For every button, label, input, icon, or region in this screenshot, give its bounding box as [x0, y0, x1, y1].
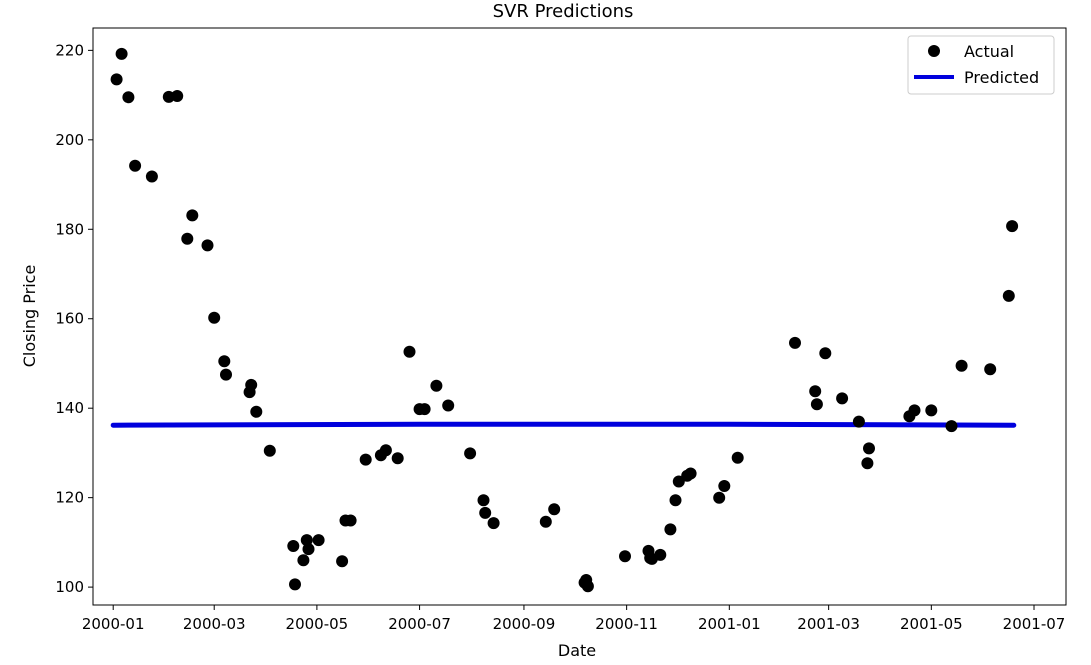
actual-point [810, 398, 823, 411]
actual-point [581, 580, 594, 593]
actual-point [619, 550, 631, 563]
x-tick-label: 2001-01 [698, 615, 761, 633]
actual-point [297, 554, 310, 567]
x-axis: 2000-01 2000-03 2000-05 2000-07 2000-09 2000-… [82, 605, 1066, 633]
x-tick-label: 2000-01 [82, 615, 145, 633]
y-axis-label: Closing Price [20, 265, 39, 368]
actual-point [403, 345, 416, 358]
x-tick-label: 2000-03 [183, 615, 246, 633]
y-axis: 100 120 140 160 180 200 220 [55, 41, 93, 596]
actual-point [654, 548, 667, 561]
actual-point [955, 359, 968, 372]
legend: Actual Predicted [907, 35, 1055, 95]
actual-point [861, 457, 874, 470]
actual-point [300, 534, 313, 547]
y-tick-label: 220 [55, 41, 84, 59]
actual-point [1002, 289, 1015, 302]
actual-point [312, 534, 325, 547]
actual-point [122, 91, 135, 104]
x-tick-label: 2001-07 [1003, 615, 1066, 633]
chart-title: SVR Predictions [493, 1, 634, 22]
actual-point [115, 47, 128, 60]
x-tick-label: 2001-03 [797, 615, 860, 633]
actual-point [263, 444, 276, 457]
y-tick-label: 120 [55, 489, 84, 507]
actual-point [201, 239, 214, 252]
actual-point [718, 480, 731, 492]
actual-point [220, 368, 232, 381]
actual-point [336, 555, 349, 568]
actual-point [908, 404, 921, 417]
y-tick-label: 200 [55, 131, 84, 149]
actual-point [539, 515, 552, 528]
actual-point [1006, 220, 1019, 233]
actual-point [359, 453, 372, 466]
x-tick-label: 2000-09 [493, 615, 556, 633]
predicted-series [110, 421, 1017, 428]
actual-point [464, 447, 477, 460]
actual-point [289, 578, 301, 591]
y-tick-label: 180 [55, 220, 84, 238]
actual-point [391, 452, 404, 465]
actual-point [442, 399, 455, 412]
actual-point [250, 405, 263, 418]
actual-point [218, 355, 231, 368]
actual-point [379, 444, 392, 457]
actual-series [110, 47, 1019, 593]
predicted-line [110, 421, 1017, 428]
legend-actual-marker [928, 45, 940, 57]
actual-point [863, 442, 875, 455]
actual-point [672, 475, 685, 488]
actual-point [418, 403, 431, 416]
actual-point [344, 514, 357, 527]
x-tick-label: 2001-05 [900, 615, 963, 633]
x-axis-label: Date [558, 641, 596, 660]
actual-point [852, 415, 865, 428]
actual-point [479, 506, 492, 519]
legend-box [907, 35, 1055, 95]
actual-point [129, 159, 142, 172]
plot-frame [92, 27, 1067, 606]
actual-point [186, 209, 199, 222]
actual-point [302, 543, 315, 556]
actual-point [487, 517, 500, 530]
actual-point [669, 494, 682, 507]
actual-point [548, 503, 561, 516]
actual-point [145, 170, 158, 183]
actual-point [819, 347, 832, 360]
actual-point [713, 491, 726, 504]
legend-actual-label: Actual [964, 42, 1014, 61]
actual-point [789, 336, 801, 349]
actual-point [181, 232, 194, 245]
actual-point [684, 467, 697, 480]
x-tick-label: 2000-07 [388, 615, 451, 633]
actual-point [731, 451, 744, 464]
x-tick-label: 2000-05 [286, 615, 349, 633]
actual-point [245, 378, 258, 391]
actual-point [945, 420, 958, 433]
actual-point [809, 385, 822, 398]
y-tick-label: 160 [55, 310, 84, 328]
actual-point [664, 523, 677, 536]
actual-point [477, 494, 490, 507]
y-tick-label: 100 [55, 578, 84, 596]
actual-point [430, 379, 443, 392]
legend-predicted-label: Predicted [964, 68, 1039, 87]
actual-point [984, 363, 997, 376]
y-tick-label: 140 [55, 399, 84, 417]
actual-point [287, 540, 300, 552]
actual-point [208, 311, 221, 324]
actual-point [836, 392, 849, 405]
x-tick-label: 2000-11 [595, 615, 658, 633]
actual-point [110, 73, 123, 86]
actual-point [171, 90, 184, 102]
actual-point [925, 404, 938, 417]
